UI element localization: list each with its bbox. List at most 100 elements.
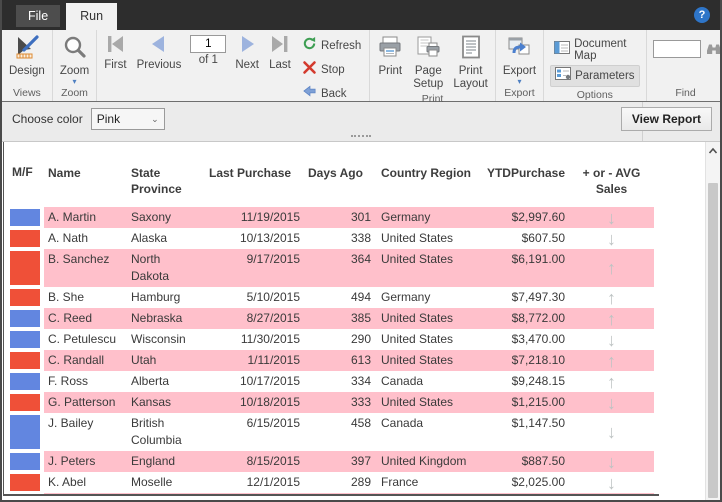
- mf-cell: [4, 350, 44, 371]
- cell-state: Utah: [131, 353, 157, 367]
- scrollbar-thumb[interactable]: [708, 183, 718, 498]
- cell-ytd: $9,248.15: [511, 374, 565, 388]
- cell-ytd: $1,147.50: [511, 416, 565, 430]
- ribbon-group-export: Export ▾ Export: [496, 30, 545, 101]
- header-name: Name: [48, 166, 81, 180]
- binoculars-icon[interactable]: [705, 42, 720, 61]
- design-button[interactable]: Design: [4, 32, 50, 79]
- cell-days-ago: 463: [304, 493, 375, 494]
- parameters-icon: [555, 67, 572, 85]
- page-setup-button[interactable]: Page Setup: [408, 32, 448, 92]
- cell-days-ago: 289: [350, 475, 371, 489]
- cell-country: United States: [381, 252, 454, 266]
- ribbon-group-views: Design Views: [2, 30, 53, 101]
- color-dropdown[interactable]: Pink ⌄: [90, 108, 165, 130]
- back-button[interactable]: Back: [298, 83, 365, 105]
- cell-trend: ↑: [569, 308, 654, 329]
- find-group-label: Find: [675, 87, 696, 99]
- table-row: J. Peters England 8/15/2015 397 United K…: [4, 451, 659, 472]
- cell-ytd: $7,218.10: [511, 353, 565, 367]
- page-setup-icon: [415, 35, 441, 64]
- cell-days-ago: 301: [350, 210, 371, 224]
- document-map-button[interactable]: Document Map: [550, 37, 639, 63]
- export-button[interactable]: Export ▾: [498, 32, 541, 86]
- trend-arrow-icon: ↑: [607, 371, 616, 392]
- printer-icon: [377, 35, 403, 64]
- scroll-up-button[interactable]: [706, 142, 720, 159]
- mf-cell: [4, 249, 44, 287]
- mf-swatch: [10, 251, 40, 285]
- cell-last-purchase: 1/11/2015: [247, 353, 301, 367]
- print-layout-button[interactable]: Print Layout: [448, 32, 493, 92]
- cell-trend: ↑: [569, 287, 654, 308]
- cell-name: G. Patterson: [48, 395, 116, 409]
- find-input[interactable]: [652, 40, 701, 58]
- ribbon-group-find: Find: [647, 30, 720, 101]
- trend-arrow-icon: ↓: [607, 422, 616, 442]
- table-row: F. Ross Alberta 10/17/2015 334 Canada $9…: [4, 371, 659, 392]
- tab-bar: File Run ?: [2, 0, 720, 30]
- stop-icon: [302, 60, 317, 80]
- cell-state: Wisconsin: [131, 332, 186, 346]
- ribbon-group-options: Document Map Parameters: [544, 30, 647, 101]
- cell-name: K. Abel: [48, 475, 87, 489]
- cell-days-ago: 397: [350, 454, 371, 468]
- next-page-icon: [236, 35, 258, 58]
- print-label: Print: [378, 65, 403, 77]
- cell-country: Germany: [381, 290, 431, 304]
- help-icon[interactable]: ?: [694, 7, 710, 23]
- cell-last-purchase: 11/30/2015: [240, 332, 300, 346]
- table-row: A. Martin Saxony 11/19/2015 301 Germany …: [4, 207, 659, 228]
- parameters-button[interactable]: Parameters: [550, 65, 640, 87]
- cell-trend: ↑: [569, 350, 654, 371]
- ribbon-group-zoom: Zoom ▾ Zoom: [53, 30, 98, 101]
- cell-name: L. Johnson: [44, 493, 127, 494]
- tab-file[interactable]: File: [16, 5, 61, 27]
- cell-name: J. Peters: [48, 454, 96, 468]
- zoom-button[interactable]: Zoom ▾: [55, 32, 94, 86]
- cell-trend: ↑: [569, 249, 654, 287]
- print-button[interactable]: Print: [372, 32, 408, 79]
- vertical-scrollbar[interactable]: [705, 142, 720, 500]
- mf-cell: [4, 493, 44, 496]
- last-page-button[interactable]: Last: [264, 32, 296, 73]
- stop-label: Stop: [320, 64, 345, 76]
- mf-swatch: [10, 495, 40, 496]
- design-icon: [14, 35, 40, 64]
- header-state-province: State Province: [131, 166, 182, 196]
- cell-state: Alberta: [131, 374, 170, 388]
- header-country-region: Country Region: [381, 166, 471, 180]
- splitter-handle[interactable]: [351, 135, 371, 139]
- cell-last-purchase: 9/17/2015: [246, 252, 300, 266]
- table-row: C. Reed Nebraska 8/27/2015 385 United St…: [4, 308, 659, 329]
- first-page-icon: [104, 35, 126, 58]
- trend-arrow-icon: ↑: [607, 258, 616, 278]
- cell-last-purchase: 6/15/2015: [246, 416, 300, 430]
- page-number-input[interactable]: [190, 35, 227, 53]
- ribbon: Design Views Zoom ▾ Zoom: [2, 30, 720, 119]
- trend-arrow-icon: ↓: [607, 392, 616, 413]
- document-map-icon: [554, 41, 571, 59]
- cell-ytd: $8,772.00: [511, 311, 565, 325]
- mf-swatch: [10, 453, 40, 470]
- cell-ytd: $7,497.30: [511, 290, 565, 304]
- first-page-button[interactable]: First: [99, 32, 131, 73]
- cell-last-purchase: 6/10/2015: [205, 493, 304, 494]
- previous-page-button[interactable]: Previous: [132, 32, 187, 73]
- export-icon: [506, 35, 532, 64]
- zoom-label: Zoom: [59, 65, 90, 77]
- next-page-button[interactable]: Next: [230, 32, 264, 73]
- cell-state: Alaska: [131, 231, 168, 245]
- cell-country: Germany: [381, 210, 431, 224]
- mf-cell: [4, 413, 44, 451]
- stop-button[interactable]: Stop: [298, 59, 365, 81]
- table-row: B. She Hamburg 5/10/2015 494 Germany $7,…: [4, 287, 659, 308]
- mf-swatch: [10, 415, 40, 449]
- export-label: Export: [502, 65, 537, 77]
- refresh-button[interactable]: Refresh: [298, 35, 365, 57]
- cell-ytd: $3,470.00: [511, 332, 565, 346]
- previous-label: Previous: [136, 59, 182, 71]
- view-report-button[interactable]: View Report: [620, 107, 712, 131]
- tab-run[interactable]: Run: [66, 3, 118, 30]
